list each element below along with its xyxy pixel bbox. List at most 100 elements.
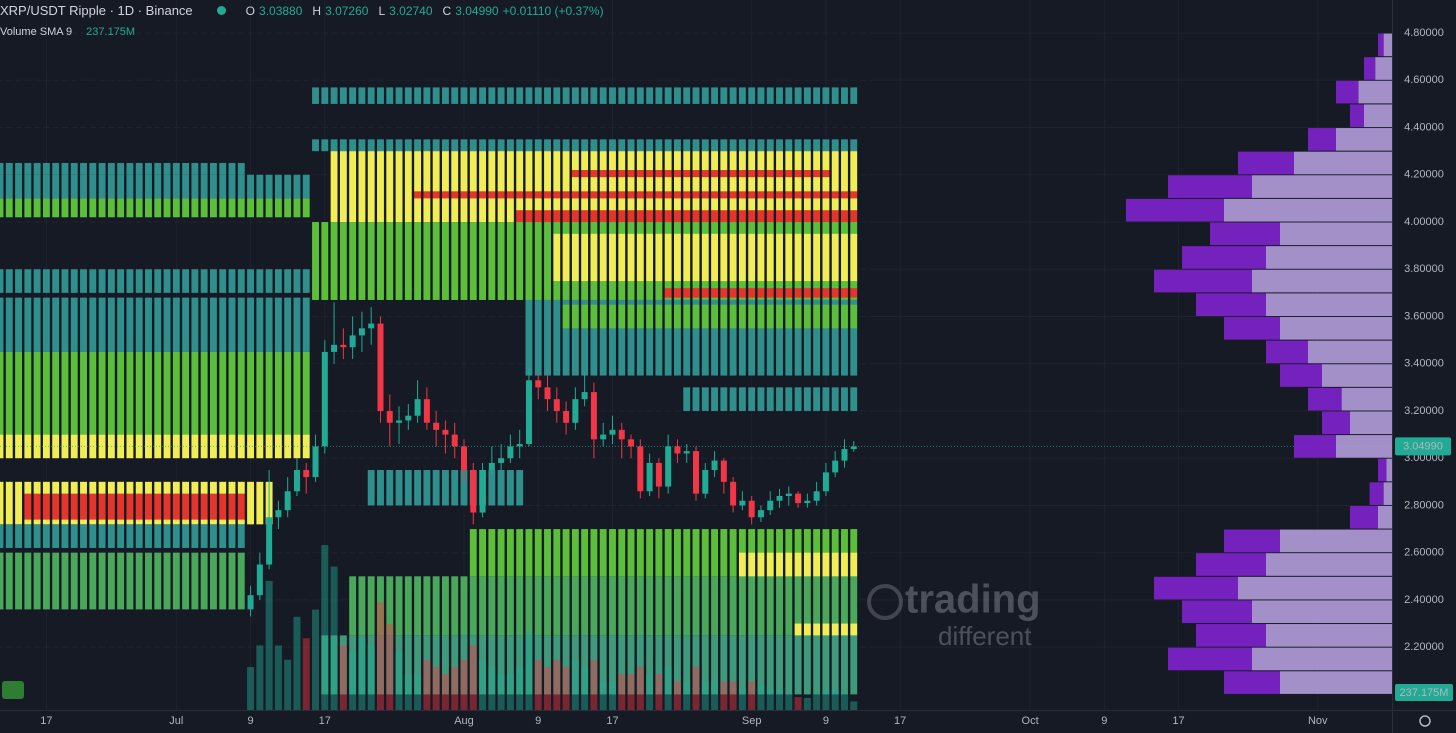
candle-body <box>841 449 848 461</box>
heatmap-gap <box>486 0 489 710</box>
heatmap-gap <box>560 0 563 710</box>
candle-body <box>358 328 365 336</box>
volume-bar <box>673 681 681 710</box>
watermark-line2: different <box>938 621 1032 651</box>
candle-body <box>331 344 338 352</box>
volume-profile-bar <box>1294 151 1392 175</box>
x-tick-label: 9 <box>1101 715 1107 727</box>
settings-gear[interactable] <box>1419 715 1431 727</box>
volume-profile-bar <box>1280 317 1392 340</box>
candle-body <box>442 429 449 435</box>
heatmap-gap <box>634 0 637 710</box>
volume-bar <box>729 681 737 710</box>
heatmap-gap <box>523 0 526 710</box>
x-tick-label: 9 <box>247 715 253 727</box>
volume-bar <box>293 616 301 710</box>
volume-profile-bar <box>1336 435 1392 458</box>
heatmap-gap <box>513 0 517 710</box>
candle-body <box>813 491 820 501</box>
y-tick-label: 2.60000 <box>1404 547 1444 559</box>
volume-profile-bar <box>1350 411 1392 435</box>
volume-bar <box>506 674 514 710</box>
heatmap-gap <box>718 0 721 710</box>
volume-bar <box>395 652 403 710</box>
candle-body <box>590 392 597 440</box>
volume-bar <box>441 674 449 710</box>
candle-body <box>451 434 458 447</box>
heatmap-gap <box>124 0 127 710</box>
heatmap-gap <box>263 0 266 710</box>
volume-profile-bar <box>1341 387 1392 411</box>
candle-body <box>321 351 328 447</box>
heatmap-gap <box>142 0 146 710</box>
heatmap-gap <box>532 0 535 710</box>
x-tick-label: Oct <box>1022 715 1039 727</box>
candle-body <box>739 500 746 506</box>
heatmap-gap <box>541 0 545 710</box>
candle-body <box>757 510 764 518</box>
volume-profile-bar <box>1224 671 1280 694</box>
volume-bar <box>627 674 635 710</box>
volume-bar <box>581 666 589 710</box>
heatmap-gap <box>59 0 62 710</box>
volume-profile-bar <box>1224 317 1280 340</box>
volume-profile-bar <box>1266 553 1392 576</box>
candle-body <box>767 500 774 511</box>
heatmap-gap <box>411 0 415 710</box>
volume-profile-bar <box>1350 505 1378 529</box>
x-tick-label: 17 <box>319 715 331 727</box>
open-value: 3.03880 <box>259 3 303 18</box>
heatmap-band <box>366 470 525 506</box>
volume-profile-bar <box>1252 269 1392 293</box>
volume-indicator-name[interactable]: Volume SMA 9 <box>0 26 73 38</box>
heatmap-gap <box>764 0 767 710</box>
volume-bar <box>544 666 552 710</box>
candle-body <box>516 444 523 447</box>
volume-bar <box>766 688 774 710</box>
volume-profile-bar <box>1182 600 1252 624</box>
volume-bar <box>349 652 357 710</box>
candle-body <box>637 446 644 492</box>
candle-body <box>498 458 505 463</box>
y-tick-label: 4.20000 <box>1404 169 1444 181</box>
candle-body <box>544 387 551 400</box>
symbol-title[interactable]: XRP/USDT Ripple · 1D · Binance <box>0 3 193 18</box>
high-value: 3.07260 <box>325 3 369 18</box>
volume-profile-bar <box>1280 529 1392 553</box>
heatmap-gap <box>810 0 814 710</box>
candle-body <box>284 491 291 511</box>
heatmap-gap <box>105 0 108 710</box>
heatmap-gap <box>393 0 396 710</box>
volume-profile-bar <box>1238 576 1392 600</box>
volume-bar <box>748 681 756 710</box>
open-label: O <box>245 3 256 18</box>
volume-profile-bar <box>1168 175 1252 198</box>
volume-profile-bar <box>1126 198 1224 222</box>
volume-profile-bar <box>1308 128 1336 151</box>
volume-sma-badge <box>1395 684 1453 701</box>
candle-body <box>479 470 486 513</box>
heatmap-gap <box>3 0 6 710</box>
platform-logo[interactable] <box>2 681 24 699</box>
volume-profile-bar <box>1154 269 1252 293</box>
heatmap-gap <box>318 0 322 710</box>
x-tick-label: Jul <box>169 715 183 727</box>
volume-sma-badge-label: 237.175M <box>1400 687 1449 699</box>
heatmap-gap <box>235 0 238 710</box>
candle-body <box>720 460 727 482</box>
heatmap-band <box>515 210 859 223</box>
heatmap-gap <box>820 0 823 710</box>
volume-bar <box>803 697 811 710</box>
volume-profile-bar <box>1375 57 1392 80</box>
heatmap-gap <box>346 0 350 710</box>
change-value: +0.01110 (+0.37%) <box>502 3 604 18</box>
candle-body <box>730 481 737 506</box>
heatmap-gap <box>49 0 53 710</box>
volume-bar <box>840 692 848 710</box>
heatmap-gap <box>189 0 192 710</box>
volume-bar <box>599 681 607 710</box>
candle-body <box>293 470 300 492</box>
heatmap-gap <box>458 0 461 710</box>
heatmap-band <box>310 87 859 104</box>
